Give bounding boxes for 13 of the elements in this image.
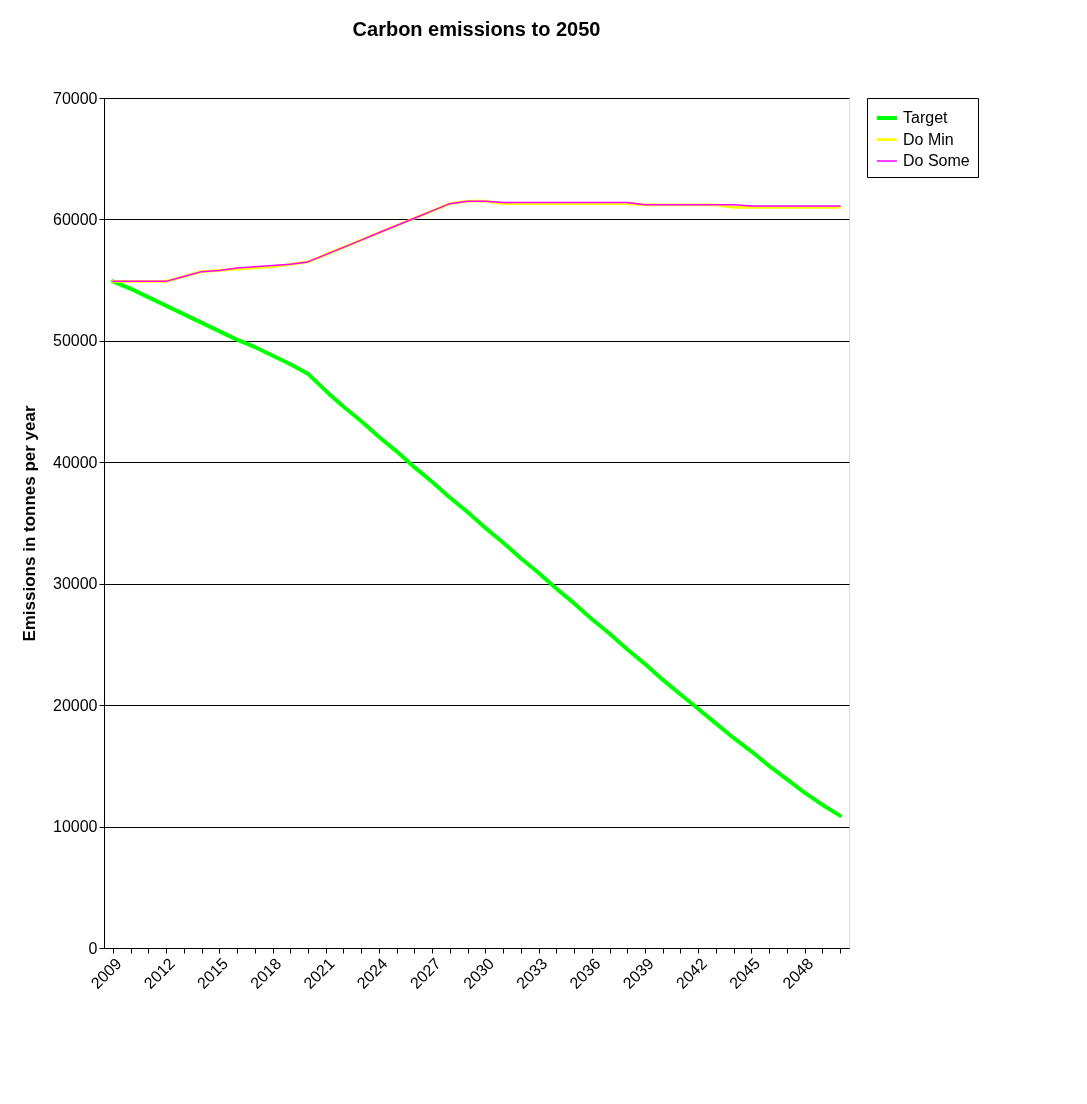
y-axis-title: Emissions in tonnes per year — [20, 405, 40, 642]
legend-label: Target — [903, 109, 949, 126]
y-tick-label: 10000 — [53, 818, 98, 836]
legend-label: Do Min — [903, 130, 954, 148]
chart-title: Carbon emissions to 2050 — [352, 18, 601, 40]
y-tick-label: 0 — [88, 939, 98, 957]
legend-label: Do Some — [903, 152, 970, 169]
y-tick-label: 60000 — [53, 210, 98, 228]
y-tick-label: 30000 — [53, 575, 98, 593]
y-tick-label: 70000 — [53, 89, 98, 107]
y-tick-label: 20000 — [53, 696, 98, 714]
y-tick-label: 40000 — [53, 453, 98, 471]
y-tick-label: 50000 — [53, 332, 98, 350]
